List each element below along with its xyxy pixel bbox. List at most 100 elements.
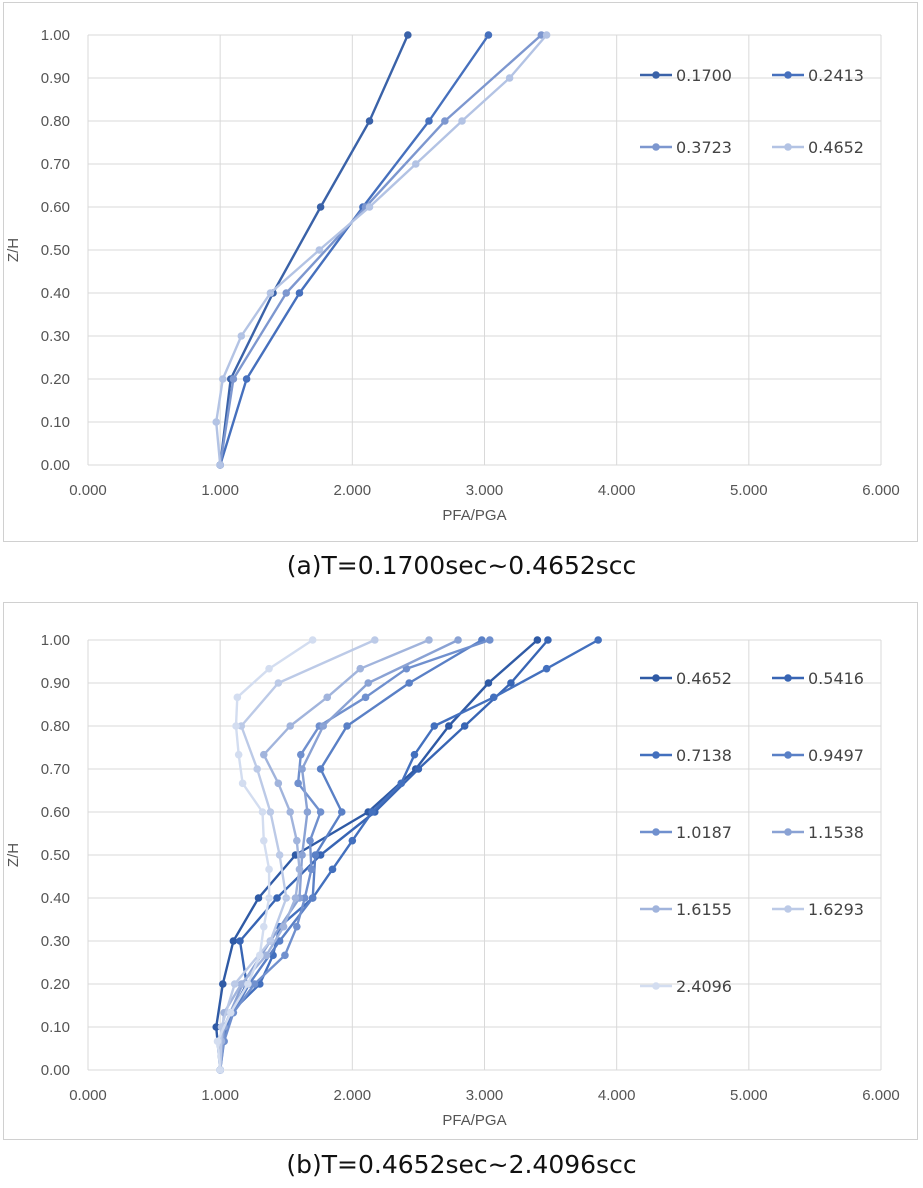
data-point [219, 375, 227, 383]
data-point [411, 160, 420, 168]
legend-item: 0.1700 [640, 66, 732, 85]
data-point [410, 750, 419, 759]
data-point [275, 851, 284, 859]
data-point [316, 765, 325, 773]
data-point [234, 750, 243, 759]
data-point [238, 779, 247, 788]
data-point [279, 922, 288, 931]
series-line [216, 638, 314, 1071]
legend-label: 0.4652 [808, 138, 864, 157]
legend-item: 0.3723 [640, 138, 732, 157]
data-point [282, 289, 291, 297]
legend-label: 0.1700 [676, 66, 732, 85]
x-axis-label: PFA/PGA [442, 1112, 506, 1129]
data-point [237, 332, 246, 340]
x-tick-label: 0.000 [69, 1087, 107, 1104]
data-point [414, 765, 423, 773]
data-point [307, 865, 316, 874]
data-point [337, 808, 346, 816]
data-point [262, 951, 271, 960]
data-point [441, 117, 449, 125]
data-point [295, 289, 304, 297]
grid-lines [87, 34, 882, 466]
data-point [343, 722, 351, 730]
data-point [319, 722, 328, 730]
data-point [258, 808, 267, 816]
data-point [430, 722, 439, 730]
legend-label: 1.0187 [676, 823, 732, 842]
series-0.4652 [212, 31, 551, 469]
data-point [397, 779, 406, 788]
data-point [308, 636, 317, 644]
data-point [253, 765, 261, 773]
y-tick-label: 0.00 [41, 1062, 70, 1079]
data-point [250, 980, 259, 988]
legend-item: 1.0187 [640, 823, 732, 842]
legend-item: 0.4652 [772, 138, 864, 157]
chart-panel-a: 0.000 1.000 2.000 3.000 4.000 5.000 6.000 0.00 0… [3, 2, 918, 542]
data-point [371, 636, 379, 644]
y-tick-label: 0.10 [41, 1019, 70, 1036]
legend-swatch-marker [652, 143, 660, 151]
y-tick-label: 0.50 [41, 847, 70, 864]
legend-item: 1.1538 [772, 823, 864, 842]
data-point [544, 636, 552, 644]
legend-swatch-marker [784, 143, 792, 151]
data-point [542, 31, 551, 39]
series-line [219, 638, 430, 1071]
data-point [233, 693, 242, 702]
series-1.0187 [216, 636, 494, 1074]
data-point [216, 461, 224, 469]
data-point [212, 418, 221, 426]
x-tick-label: 2.000 [334, 1087, 372, 1104]
legend-swatch-marker [784, 71, 792, 79]
y-tick-label: 1.00 [41, 632, 70, 649]
data-point [230, 980, 239, 988]
data-point [405, 679, 413, 687]
data-point [316, 808, 325, 816]
caption-a: (a)T=0.1700sec~0.4652scc [286, 551, 637, 580]
data-point [315, 246, 324, 254]
y-tick-label: 0.70 [41, 156, 70, 173]
y-axis-label: Z/H [5, 843, 22, 867]
series-1.6155 [216, 636, 433, 1074]
data-point [306, 836, 314, 845]
legend-label: 0.9497 [808, 746, 864, 765]
data-point [316, 203, 325, 211]
data-point [242, 375, 251, 383]
legend-item: 0.9497 [772, 746, 864, 765]
data-point [484, 679, 493, 687]
y-tick-label: 0.60 [41, 804, 70, 821]
y-tick-label: 0.60 [41, 199, 70, 216]
data-point [229, 937, 238, 945]
y-tick-label: 0.30 [41, 328, 70, 345]
data-point [458, 117, 466, 125]
data-point [404, 31, 412, 39]
y-axis-label: Z/H [5, 238, 22, 262]
data-point [237, 980, 246, 988]
y-tick-label: 0.50 [41, 242, 70, 259]
grid-lines [87, 639, 882, 1071]
data-point [237, 722, 246, 730]
x-tick-label: 6.000 [862, 482, 900, 499]
legend-item: 1.6293 [772, 900, 864, 919]
data-point [275, 937, 284, 945]
data-point [303, 808, 312, 816]
data-point [295, 865, 304, 874]
legend-label: 0.3723 [676, 138, 732, 157]
y-tick-label: 0.30 [41, 933, 70, 950]
data-point [266, 289, 275, 297]
chart-b-svg: 0.000 1.000 2.000 3.000 4.000 5.000 6.000 0.00 0… [5, 632, 900, 1129]
legend-swatch-marker [784, 905, 792, 913]
y-tick-label: 0.90 [41, 675, 70, 692]
series-2.4096 [213, 636, 317, 1074]
x-tick-label: 1.000 [201, 482, 239, 499]
data-point [265, 894, 273, 902]
data-point [361, 693, 370, 702]
data-point [286, 808, 295, 816]
data-point [282, 894, 291, 902]
series-line [219, 638, 491, 1071]
y-tick-label: 0.10 [41, 414, 70, 431]
data-point [533, 636, 542, 644]
legend-item: 0.5416 [772, 669, 864, 688]
